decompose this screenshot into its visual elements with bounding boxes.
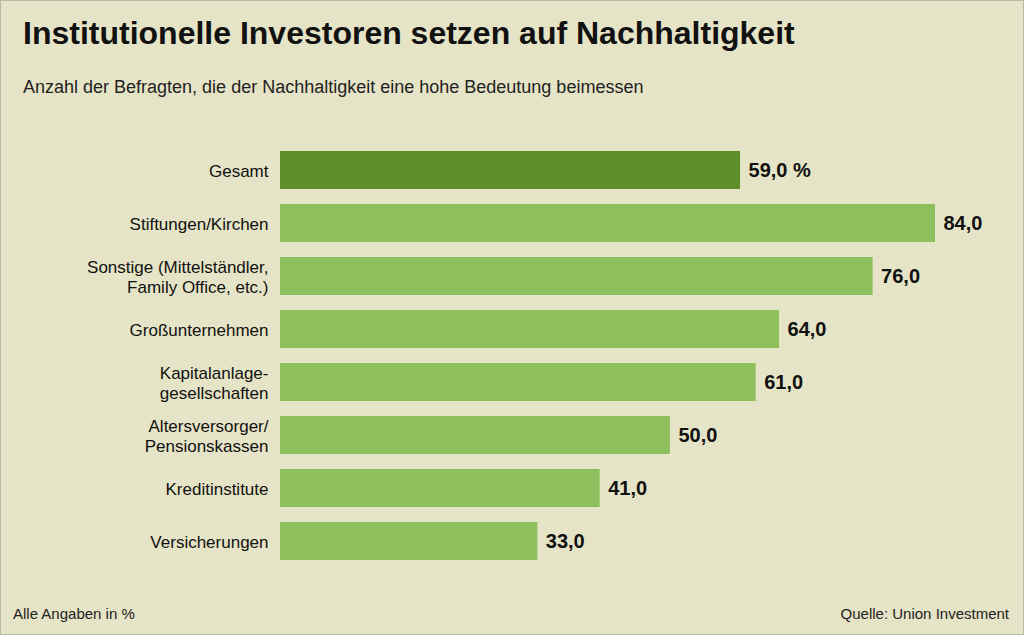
svg-text:Sonstige (Mittelständler,Famil: Sonstige (Mittelständler,Family Office, … (87, 258, 268, 297)
html-text:Quelle: Union Investment: Quelle: Union Investment (840, 605, 1009, 622)
svg-text:33,0: 33,0 (546, 530, 585, 552)
svg-text:61,0: 61,0 (764, 371, 803, 393)
svg-text:84,0: 84,0 (944, 212, 983, 234)
html-text:Alle Angaben in %: Alle Angaben in % (13, 605, 135, 622)
svg-text:Kapitalanlage-gesellschaften: Kapitalanlage-gesellschaften (160, 364, 269, 403)
svg-text:76,0: 76,0 (881, 265, 920, 287)
svg-text:41,0: 41,0 (608, 477, 647, 499)
svg-text:Stiftungen/Kirchen: Stiftungen/Kirchen (130, 215, 269, 234)
svg-text:Altersversorger/Pensionskassen: Altersversorger/Pensionskassen (145, 417, 269, 456)
svg-text:59,0 %: 59,0 % (749, 159, 811, 181)
svg-text:Großunternehmen: Großunternehmen (130, 321, 269, 340)
svg-text:Kreditinstitute: Kreditinstitute (166, 480, 269, 499)
svg-text:50,0: 50,0 (678, 424, 717, 446)
html-text:Anzahl der Befragten, die der: Anzahl der Befragten, die der Nachhaltig… (23, 77, 644, 97)
svg-text:Versicherungen: Versicherungen (150, 533, 268, 552)
svg-text:64,0: 64,0 (788, 318, 827, 340)
html-text:Institutionelle Investoren set: Institutionelle Investoren setzen auf Na… (23, 15, 795, 51)
svg-text:Gesamt: Gesamt (209, 162, 269, 181)
